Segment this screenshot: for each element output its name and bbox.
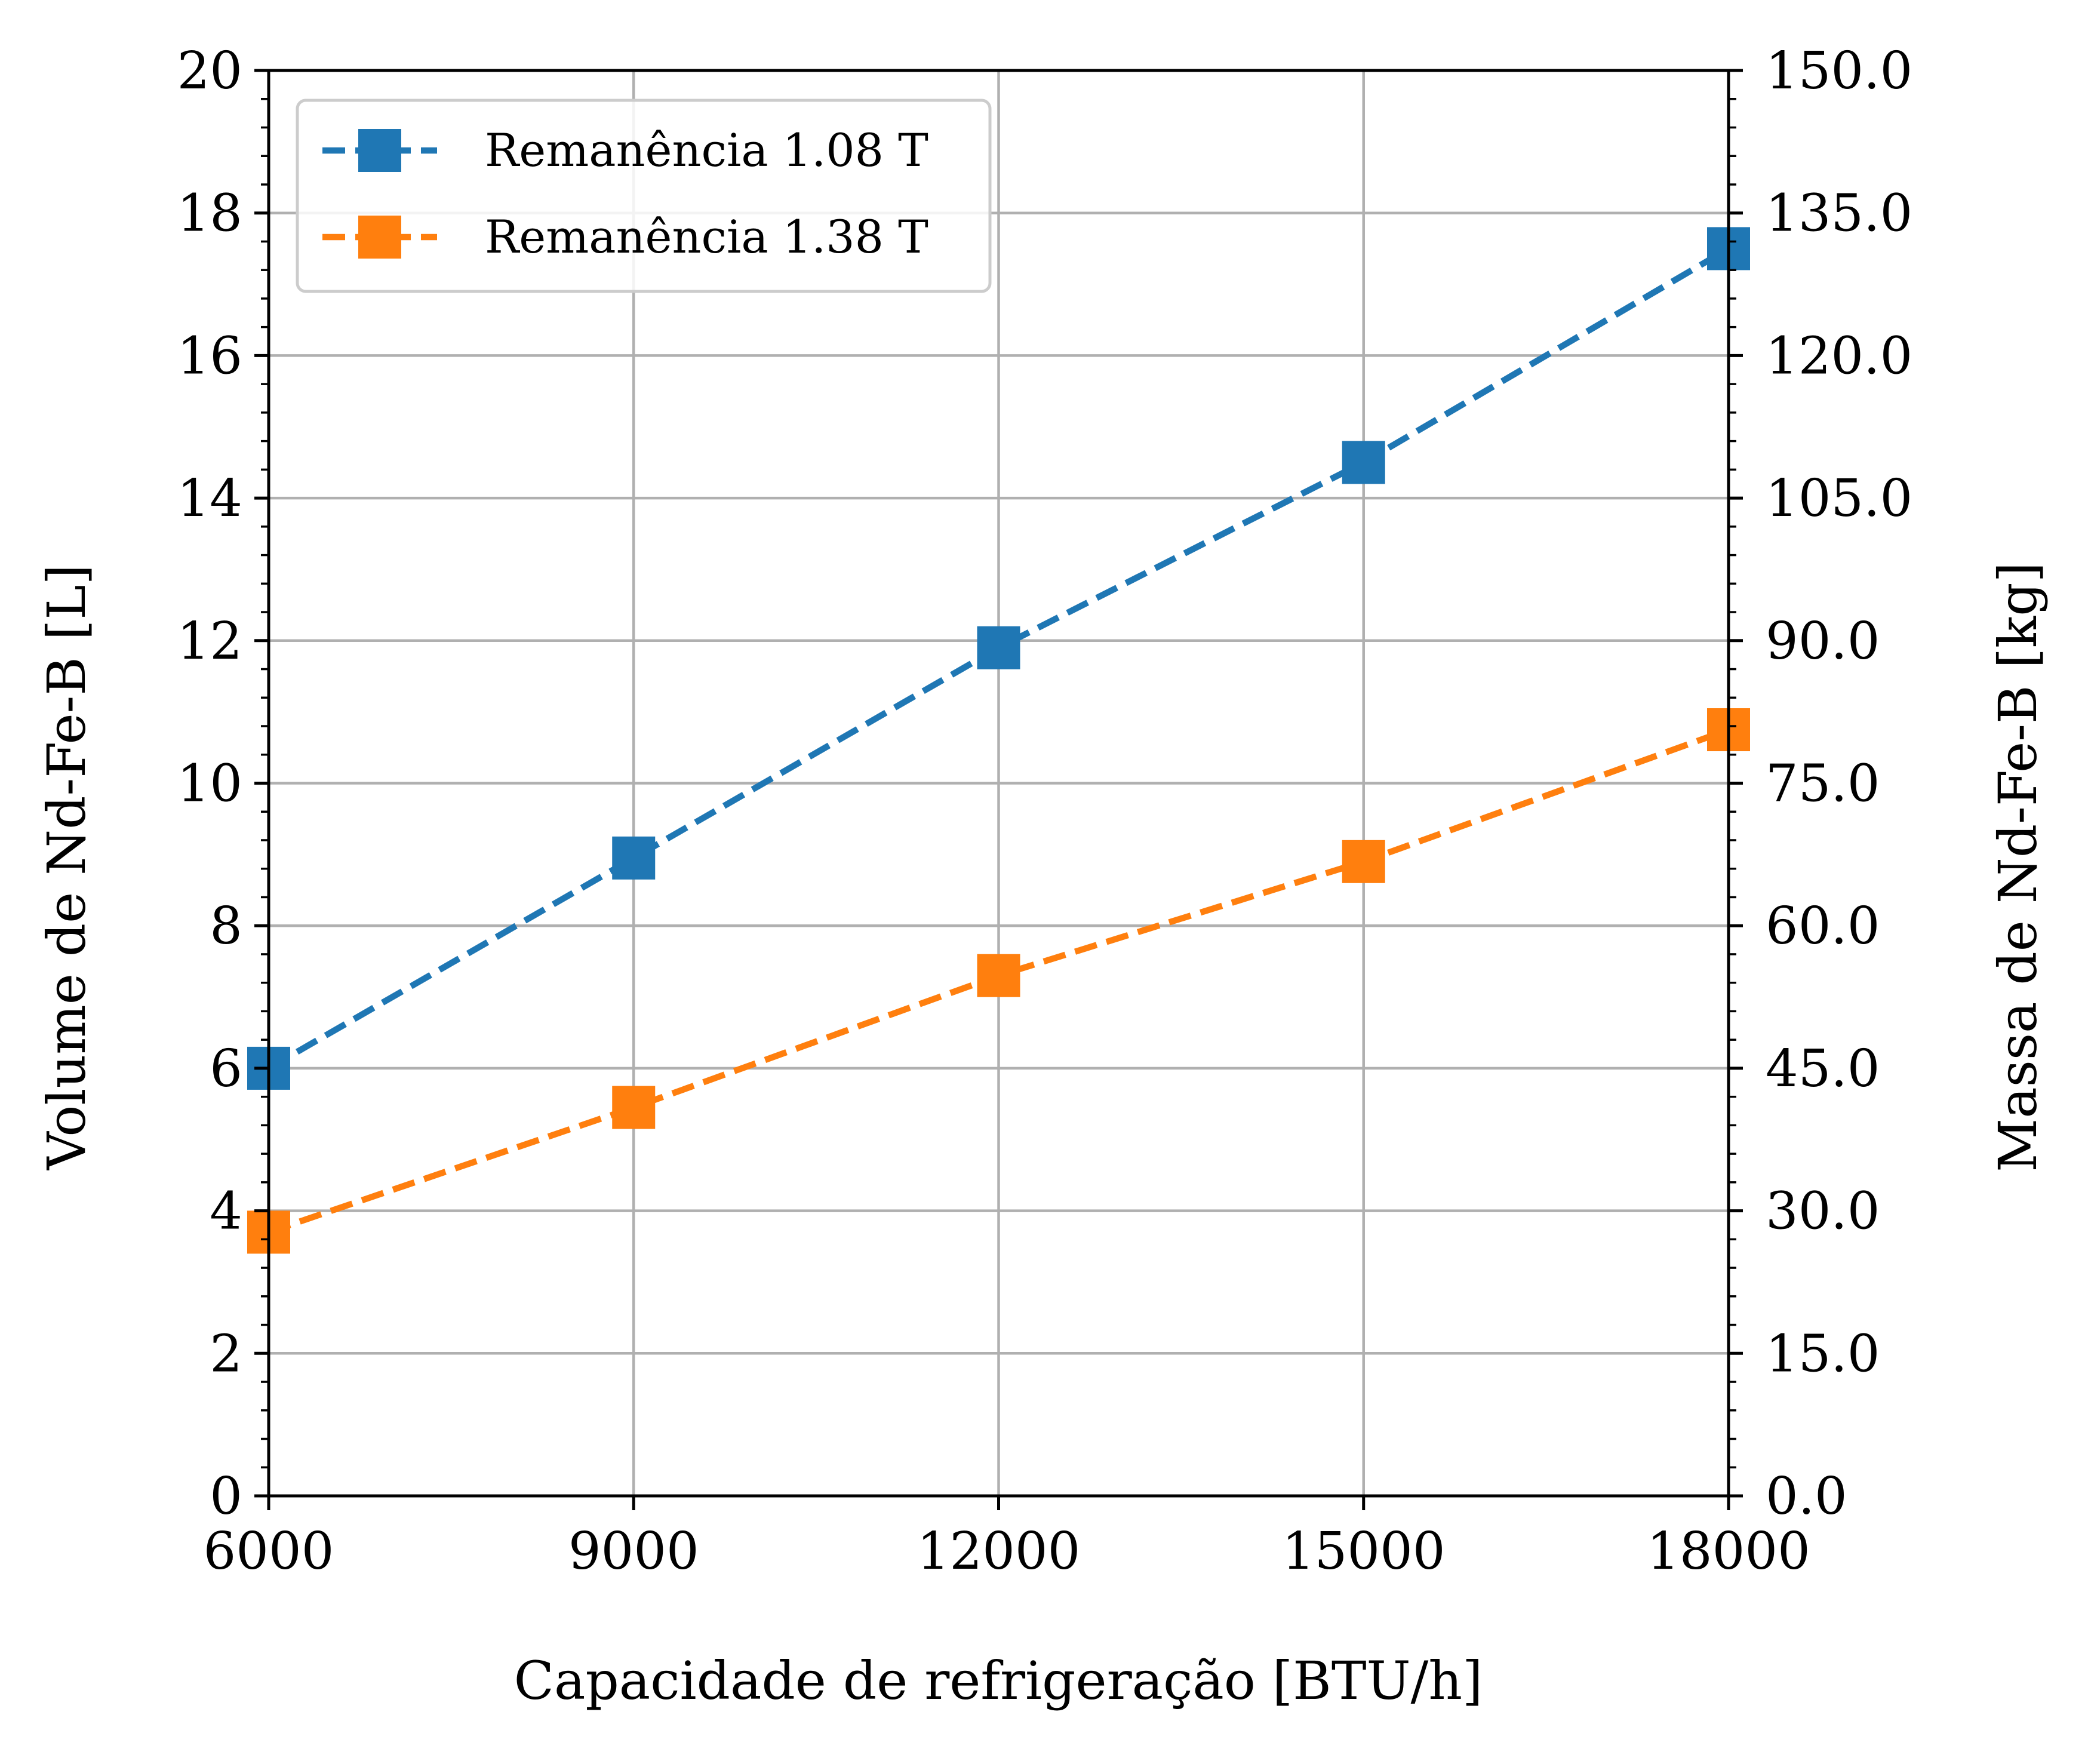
y-tick-label: 20 [177,41,242,101]
series-2-point [1342,840,1385,883]
y2-tick-label: 45.0 [1766,1039,1880,1099]
legend-label-1: Remanência 1.08 T [485,124,928,177]
series-2-point [612,1086,656,1129]
y-tick-label: 4 [210,1182,242,1241]
legend-label-2: Remanência 1.38 T [485,210,928,263]
y2-tick-label: 150.0 [1766,41,1912,101]
y-tick-label: 12 [177,611,242,671]
y-axis-label: Volume de Nd-Fe-B [L] [36,564,97,1170]
series-1-point [977,626,1020,669]
y-tick-label: 18 [177,184,242,244]
y-tick-label: 14 [177,469,242,528]
x-tick-label: 15000 [1282,1522,1446,1581]
y-tick-label: 8 [210,896,242,956]
y2-tick-label: 135.0 [1766,184,1912,244]
tick-labels: 6000 9000 12000 15000 18000 0 2 4 6 8 10 12 14 16 18 20… [177,41,1913,1581]
x-tick-label: 6000 [204,1522,334,1581]
axes [254,69,1743,1510]
legend-box [296,99,992,293]
legend: Remanência 1.08 T Remanência 1.38 T [296,99,992,293]
series-layer [247,227,1750,1254]
legend-marker-2 [358,216,401,259]
series-1-point [612,836,656,880]
y2-tick-label: 105.0 [1766,469,1912,528]
y-tick-label: 2 [210,1324,242,1384]
y-tick-label: 0 [210,1467,242,1526]
y2-axis-label: Massa de Nd-Fe-B [kg] [1987,562,2049,1172]
x-tick-label: 12000 [917,1522,1081,1581]
y-tick-label: 10 [177,754,242,814]
y2-tick-label: 0.0 [1766,1467,1847,1526]
y-tick-label: 16 [177,326,242,386]
y2-tick-label: 30.0 [1766,1182,1880,1241]
series-1-point [1342,441,1385,484]
legend-marker-1 [358,129,401,172]
y2-tick-label: 60.0 [1766,896,1880,956]
y2-tick-label: 90.0 [1766,611,1880,671]
x-tick-label: 9000 [568,1522,699,1581]
x-tick-label: 18000 [1647,1522,1810,1581]
y2-tick-label: 15.0 [1766,1324,1880,1384]
y2-tick-label: 120.0 [1766,326,1912,386]
y-tick-label: 6 [210,1039,242,1099]
series-2-point [977,954,1020,997]
y2-tick-label: 75.0 [1766,754,1880,814]
x-axis-label: Capacidade de refrigeração [BTU/h] [514,1650,1483,1711]
